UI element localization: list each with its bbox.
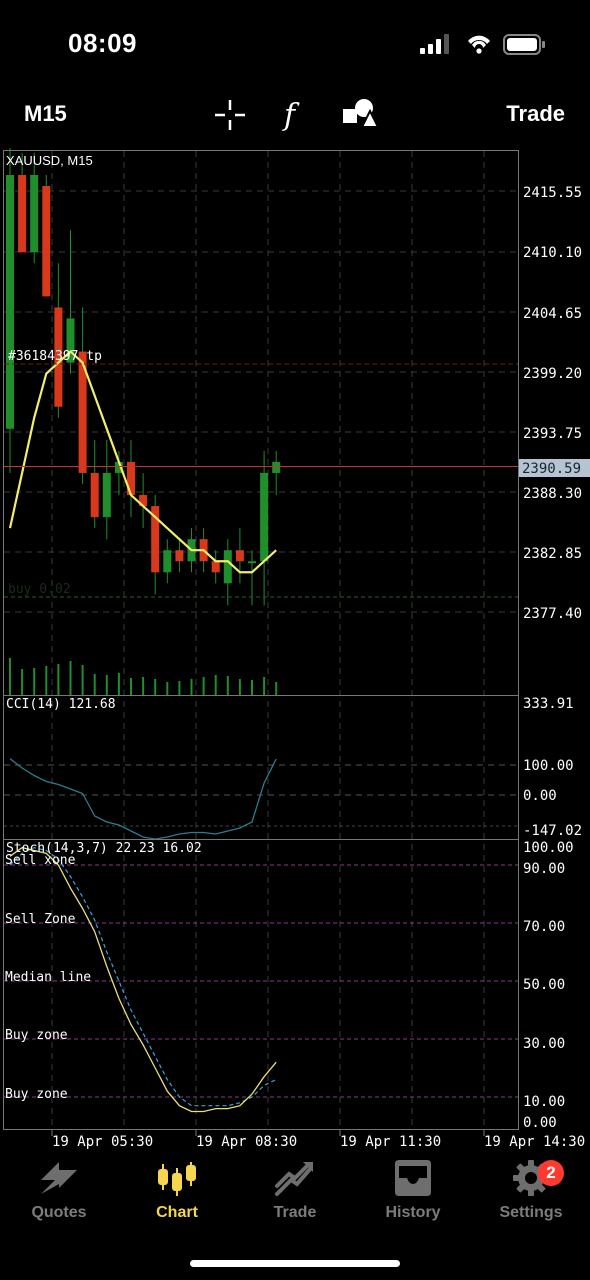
chart-toolbar: M15 f Trade xyxy=(0,95,590,135)
timeframe-button[interactable]: M15 xyxy=(24,101,67,126)
tab-label: Chart xyxy=(156,1204,198,1221)
candle-body xyxy=(223,550,232,584)
history-icon xyxy=(395,1160,431,1196)
trade-link[interactable]: Trade xyxy=(506,101,565,126)
candle-body xyxy=(260,472,269,562)
home-indicator xyxy=(190,1260,400,1267)
candle-body xyxy=(54,307,63,407)
price-tick: 2415.55 xyxy=(523,185,582,201)
price-tick: 2388.30 xyxy=(523,486,582,502)
current-price-value: 2390.59 xyxy=(522,461,581,477)
cci-label: CCI(14) 121.68 xyxy=(6,697,116,712)
stoch-level-label: Median line xyxy=(5,970,91,985)
price-tick: 2377.40 xyxy=(523,606,582,622)
candle-body xyxy=(102,472,111,518)
svg-text:f: f xyxy=(282,98,300,133)
time-tick: 19 Apr 05:30 xyxy=(52,1134,153,1150)
cci-line xyxy=(9,758,277,840)
moving-average-line xyxy=(8,350,277,574)
time-tick: 19 Apr 11:30 xyxy=(340,1134,441,1150)
candle-body xyxy=(90,472,99,518)
stoch-level-label: Sell Zone xyxy=(5,912,76,927)
candle-body xyxy=(18,174,27,253)
candle-body xyxy=(6,174,14,429)
tab-label: Quotes xyxy=(31,1204,87,1221)
tab-settings[interactable]: 2 Settings xyxy=(472,1158,590,1222)
stoch-tick: 50.00 xyxy=(523,977,565,993)
status-icons xyxy=(420,34,545,55)
stoch-tick: 70.00 xyxy=(523,919,565,935)
cci-tick: 0.00 xyxy=(523,788,557,804)
crosshair-icon[interactable] xyxy=(212,95,248,135)
stoch-tick: 30.00 xyxy=(523,1036,565,1052)
tab-label: History xyxy=(385,1204,441,1221)
battery-icon xyxy=(503,34,545,55)
volume-bars xyxy=(9,658,278,695)
price-tick: 2399.20 xyxy=(523,366,582,382)
candle-body xyxy=(78,351,87,473)
candle-body xyxy=(30,174,39,253)
symbol-label: XAUUSD, M15 xyxy=(6,153,93,168)
objects-icon[interactable] xyxy=(340,95,380,135)
tab-label: Trade xyxy=(273,1204,317,1221)
cci-tick: -147.02 xyxy=(523,823,582,839)
tab-bar: Quotes Chart Trade History xyxy=(0,1158,590,1238)
cci-tick: 333.91 xyxy=(523,696,574,712)
price-chart[interactable]: XAUUSD, M15 #36184397 tp buy 0.02 CCI(14… xyxy=(0,148,590,1150)
price-tick: 2410.10 xyxy=(523,245,582,261)
settings-badge: 2 xyxy=(538,1160,564,1186)
stoch-signal-line xyxy=(9,846,277,1107)
stoch-tick: 10.00 xyxy=(523,1094,565,1110)
stoch-main-line xyxy=(9,846,277,1113)
chart-frame xyxy=(3,150,519,1130)
signal-icon xyxy=(420,34,449,54)
order-label: #36184397 tp xyxy=(8,349,102,364)
stoch-tick: 90.00 xyxy=(523,861,565,877)
candle-body xyxy=(163,550,172,573)
tab-quotes[interactable]: Quotes xyxy=(0,1158,118,1222)
tab-label: Settings xyxy=(499,1204,563,1221)
candle-body xyxy=(175,550,184,562)
status-time: 08:09 xyxy=(68,28,137,58)
candle-body xyxy=(139,495,148,507)
stoch-level-label: Sell xone xyxy=(5,853,76,868)
candle-body xyxy=(151,506,160,573)
price-tick: 2382.85 xyxy=(523,546,582,562)
tab-chart[interactable]: Chart xyxy=(118,1158,236,1222)
stoch-tick: 100.00 xyxy=(523,840,574,856)
stoch-level-label: Buy zone xyxy=(5,1087,68,1102)
cci-tick: 100.00 xyxy=(523,758,574,774)
chart-icon xyxy=(158,1162,196,1196)
function-icon[interactable]: f xyxy=(280,95,308,135)
buy-label: buy 0.02 xyxy=(8,582,71,597)
candle-body xyxy=(272,461,281,473)
candle-body xyxy=(42,186,51,297)
price-tick: 2404.65 xyxy=(523,306,582,322)
candle-body xyxy=(127,461,135,496)
tab-history[interactable]: History xyxy=(354,1158,472,1222)
price-tick: 2393.75 xyxy=(523,426,582,442)
stoch-level-label: Buy zone xyxy=(5,1028,68,1043)
stoch-tick: 0.00 xyxy=(523,1115,557,1131)
candles xyxy=(6,148,281,606)
current-price-tag xyxy=(519,459,590,477)
time-tick: 19 Apr 08:30 xyxy=(196,1134,297,1150)
trade-icon xyxy=(275,1162,313,1196)
candle-body xyxy=(248,561,256,564)
quotes-icon xyxy=(41,1162,77,1194)
candle-body xyxy=(114,461,123,473)
candle-body xyxy=(66,318,75,363)
time-tick: 19 Apr 14:30 xyxy=(484,1134,585,1150)
tab-trade[interactable]: Trade xyxy=(236,1158,354,1222)
wifi-icon xyxy=(468,35,490,54)
candle-body xyxy=(235,550,244,562)
stoch-label: Stoch(14,3,7) 22.23 16.02 xyxy=(6,841,202,856)
candle-body xyxy=(211,561,220,573)
